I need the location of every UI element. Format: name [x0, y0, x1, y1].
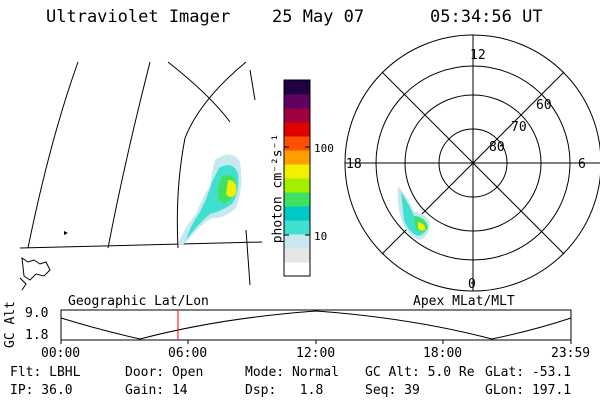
mlt-label-18: 18	[346, 157, 362, 172]
colorbar-ticks	[284, 146, 310, 236]
instrument-title: Ultraviolet Imager	[46, 7, 231, 27]
coastline	[21, 256, 51, 281]
altitude-frame	[60, 309, 572, 341]
time-label: 05:34:56 UT	[430, 7, 543, 27]
map-grid-line	[167, 61, 231, 123]
colorbar-band	[284, 94, 310, 109]
colorbar-band	[284, 248, 310, 263]
map-grid-line	[19, 241, 263, 249]
altitude-y-bottom: 1.8	[25, 328, 49, 343]
door-status: Door: Open	[125, 365, 204, 380]
mlt-label-12: 12	[470, 48, 486, 63]
colorbar-band	[284, 136, 310, 151]
colorbar-band	[284, 262, 310, 277]
colorbar-band	[284, 234, 310, 249]
lat-label-70: 70	[511, 120, 527, 135]
time-tick-2359: 23:59	[551, 346, 591, 361]
polar-aurora-emission	[397, 186, 430, 240]
colorbar-band	[284, 108, 310, 123]
altitude-y-top: 9.0	[25, 306, 49, 321]
colorbar-frame	[283, 79, 311, 277]
lat-label-80: 80	[489, 140, 505, 155]
colorbar-band	[284, 178, 310, 193]
time-tick-1200: 12:00	[296, 346, 336, 361]
dsp-status: Dsp: 1.8	[245, 383, 324, 398]
date-label: 25 May 07	[272, 7, 365, 27]
coastline	[19, 277, 27, 291]
colorbar-band	[284, 80, 310, 95]
lat-label-60: 60	[536, 98, 552, 113]
map-grid-line	[107, 61, 151, 249]
colorbar-band	[284, 220, 310, 235]
time-tick-0600: 06:00	[168, 346, 208, 361]
filter-status: Flt: LBHL	[10, 365, 81, 380]
time-tick-0000: 00:00	[41, 346, 81, 361]
colorbar-band	[284, 164, 310, 179]
map-grid-line	[245, 69, 256, 286]
colorbar-band	[284, 150, 310, 165]
gc-alt-status: GC Alt: 5.0 Re	[365, 365, 475, 380]
ip-status: IP: 36.0	[10, 383, 73, 398]
gain-status: Gain: 14	[125, 383, 188, 398]
glon-status: GLon: 197.1	[485, 383, 572, 398]
colorbar-tick-10: 10	[314, 230, 328, 243]
time-tick-1800: 18:00	[423, 346, 463, 361]
colorbar-band	[284, 122, 310, 137]
colorbar	[283, 79, 311, 277]
altitude-curve	[60, 310, 572, 340]
mlt-label-0: 0	[468, 277, 476, 292]
polar-panel-label: Apex MLat/MLT	[413, 294, 515, 309]
map-marker	[64, 231, 68, 235]
colorbar-band	[284, 206, 310, 221]
glat-status: GLat: -53.1	[485, 365, 572, 380]
seq-status: Seq: 39	[365, 383, 420, 398]
map-grid-line	[176, 61, 247, 249]
colorbar-band	[284, 192, 310, 207]
geo-panel-label: Geographic Lat/Lon	[68, 294, 209, 309]
map-grid-line	[27, 61, 79, 249]
mlt-label-6: 6	[578, 157, 586, 172]
colorbar-tick-100: 100	[314, 142, 334, 155]
mode-status: Mode: Normal	[245, 365, 339, 380]
aurora-emission	[178, 154, 242, 246]
altitude-ylabel: GC Alt	[3, 301, 18, 348]
